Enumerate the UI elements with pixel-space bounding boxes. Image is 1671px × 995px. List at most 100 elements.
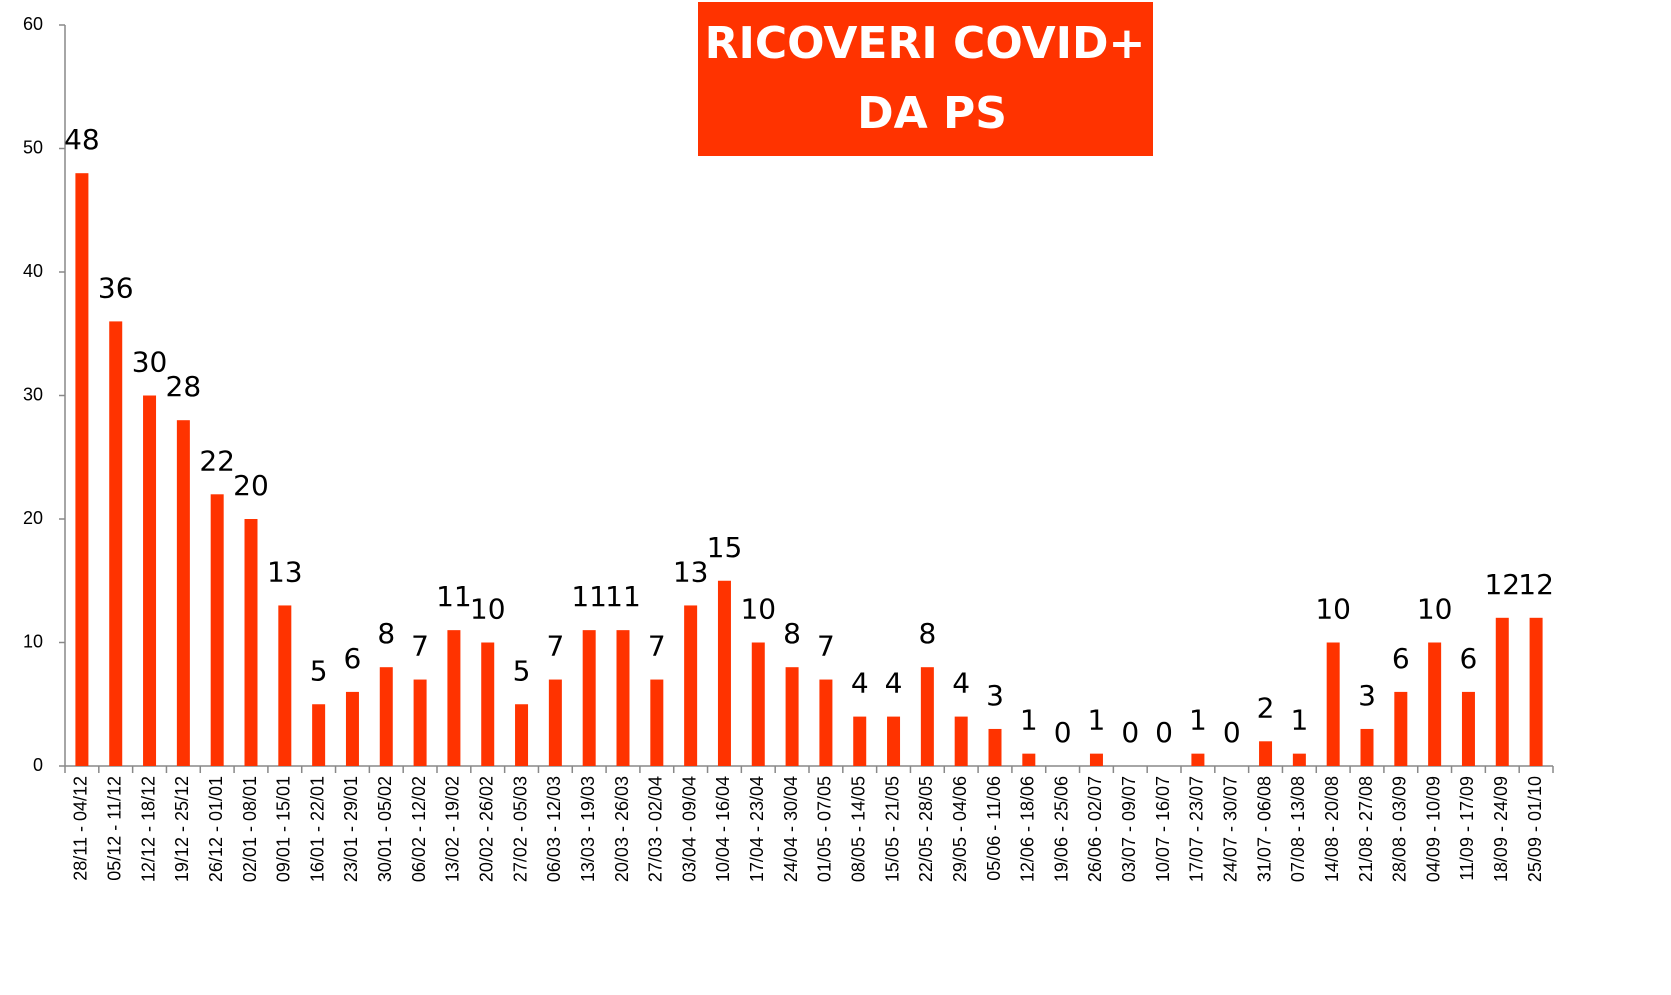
x-tick-label: 03/07 - 09/07: [1119, 776, 1139, 882]
x-tick-label: 27/03 - 02/04: [646, 776, 666, 882]
bar: [481, 642, 495, 766]
bar: [1089, 753, 1103, 766]
value-label: 4: [851, 667, 869, 700]
value-label: 3: [986, 679, 1004, 712]
value-label: 0: [1223, 716, 1241, 749]
x-tick-label: 10/07 - 16/07: [1153, 776, 1173, 882]
chart-title: DA PS: [857, 88, 1007, 139]
x-tick-label: 25/09 - 01/10: [1525, 776, 1545, 882]
x-tick-label: 08/05 - 14/05: [848, 776, 868, 882]
x-tick-label: 26/12 - 01/01: [206, 776, 226, 882]
bar: [1529, 617, 1543, 766]
x-tick-label: 14/08 - 20/08: [1322, 776, 1342, 882]
x-tick-label: 29/05 - 04/06: [950, 776, 970, 882]
value-label: 1: [1020, 704, 1038, 737]
bar: [109, 321, 123, 766]
bar: [1495, 617, 1509, 766]
x-tick-label: 04/09 - 10/09: [1423, 776, 1443, 882]
bar: [312, 704, 326, 766]
value-label: 1: [1290, 704, 1308, 737]
title-box: [698, 2, 1153, 156]
bar: [1022, 753, 1036, 766]
y-tick-label: 50: [23, 137, 43, 157]
bar: [278, 605, 292, 766]
bar: [717, 580, 731, 766]
value-label: 0: [1155, 716, 1173, 749]
x-tick-label: 20/02 - 26/02: [476, 776, 496, 882]
x-tick-label: 02/01 - 08/01: [240, 776, 260, 882]
x-tick-label: 28/11 - 04/12: [71, 776, 91, 881]
value-label: 7: [546, 630, 564, 663]
x-tick-label: 12/06 - 18/06: [1018, 776, 1038, 882]
value-label: 1: [1189, 704, 1207, 737]
x-tick-label: 16/01 - 22/01: [307, 776, 327, 882]
x-tick-label: 01/05 - 07/05: [815, 776, 835, 882]
bar: [1360, 728, 1374, 766]
x-tick-label: 19/12 - 25/12: [172, 776, 192, 882]
x-tick-label: 28/08 - 03/09: [1390, 776, 1410, 882]
bar: [785, 667, 799, 766]
bar: [954, 716, 968, 766]
x-tick-label: 15/05 - 21/05: [882, 776, 902, 882]
value-label: 13: [673, 555, 709, 588]
bar: [1394, 691, 1408, 766]
value-label: 2: [1257, 691, 1275, 724]
value-label: 10: [1417, 593, 1453, 626]
value-label: 4: [952, 667, 970, 700]
x-tick-label: 18/09 - 24/09: [1491, 776, 1511, 882]
bar: [1191, 753, 1205, 766]
value-label: 28: [166, 370, 202, 403]
bar: [143, 395, 157, 766]
value-label: 8: [377, 617, 395, 650]
bar: [447, 630, 461, 766]
value-label: 0: [1121, 716, 1139, 749]
bar: [515, 704, 529, 766]
bar: [548, 679, 562, 766]
x-tick-label: 07/08 - 13/08: [1288, 776, 1308, 882]
bar: [244, 519, 258, 766]
x-tick-label: 11/09 - 17/09: [1457, 776, 1477, 881]
y-tick-label: 60: [23, 14, 43, 34]
value-label: 8: [918, 617, 936, 650]
y-tick-label: 40: [23, 261, 43, 281]
value-label: 8: [783, 617, 801, 650]
value-label: 0: [1054, 716, 1072, 749]
y-tick-label: 20: [23, 508, 43, 528]
x-tick-label: 09/01 - 15/01: [274, 776, 294, 882]
value-label: 4: [885, 667, 903, 700]
bar: [1292, 753, 1306, 766]
value-label: 10: [740, 593, 776, 626]
x-tick-label: 13/03 - 19/03: [578, 776, 598, 882]
x-tick-label: 31/07 - 06/08: [1254, 776, 1274, 882]
x-tick-label: 17/07 - 23/07: [1187, 776, 1207, 882]
x-tick-label: 20/03 - 26/03: [612, 776, 632, 882]
value-label: 11: [571, 580, 607, 613]
x-tick-label: 05/06 - 11/06: [984, 776, 1004, 881]
bar: [210, 494, 224, 766]
value-label: 5: [310, 654, 328, 687]
value-label: 3: [1358, 679, 1376, 712]
bar: [1461, 691, 1475, 766]
bar: [413, 679, 427, 766]
value-label: 10: [1315, 593, 1351, 626]
x-tick-label: 22/05 - 28/05: [916, 776, 936, 882]
x-tick-label: 10/04 - 16/04: [713, 776, 733, 882]
value-label: 13: [267, 555, 303, 588]
y-tick-label: 0: [33, 755, 43, 775]
x-tick-label: 03/04 - 09/04: [679, 776, 699, 882]
value-label: 7: [817, 630, 835, 663]
bar: [1428, 642, 1442, 766]
x-tick-label: 30/01 - 05/02: [375, 776, 395, 882]
x-tick-label: 24/07 - 30/07: [1220, 776, 1240, 882]
bar: [1259, 741, 1273, 766]
value-label: 22: [199, 444, 235, 477]
value-label: 20: [233, 469, 269, 502]
x-tick-label: 23/01 - 29/01: [341, 776, 361, 882]
value-label: 6: [1392, 642, 1410, 675]
y-tick-label: 30: [23, 384, 43, 404]
x-tick-label: 17/04 - 23/04: [747, 776, 767, 882]
x-tick-label: 13/02 - 19/02: [443, 776, 463, 882]
bar: [650, 679, 664, 766]
x-tick-label: 19/06 - 25/06: [1051, 776, 1071, 882]
